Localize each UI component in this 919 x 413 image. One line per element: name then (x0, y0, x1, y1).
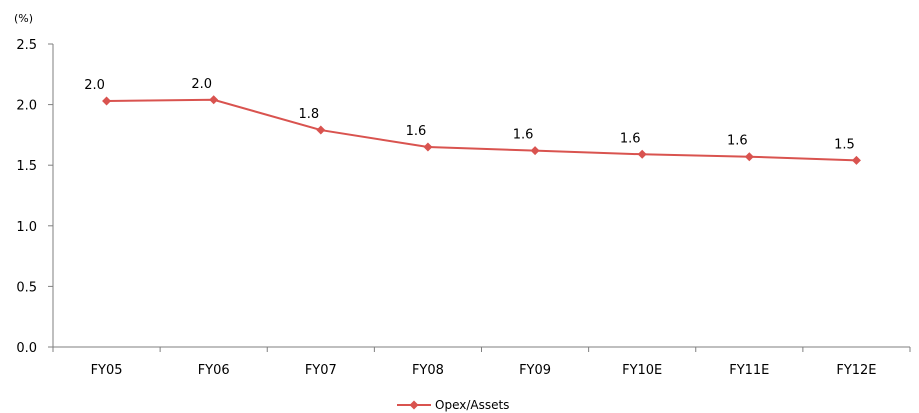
y-axis: 0.0 0.5 1.0 1.5 2.0 2.5 (16, 38, 54, 356)
legend-label: Opex/Assets (435, 398, 509, 412)
data-point-marker (102, 96, 112, 106)
y-tick-label: 2.5 (16, 38, 37, 53)
data-label: 2.0 (191, 77, 212, 92)
x-axis: FY05 FY06 FY07 FY08 FY09 FY10E FY11E FY12E (52, 346, 911, 378)
x-tick-label: FY12E (836, 363, 876, 378)
y-unit-label: (%) (14, 12, 33, 25)
data-point-marker (316, 125, 326, 135)
y-tick-label: 0.5 (16, 280, 37, 295)
series-line (106, 98, 857, 162)
data-point-marker (423, 142, 433, 152)
y-tick-label: 2.0 (16, 99, 37, 114)
series-lines: 2.0 2.0 1.8 1.6 1.6 1.6 1.6 1.5 (84, 77, 861, 165)
data-point-marker (851, 155, 861, 165)
legend-marker (409, 400, 419, 410)
x-tick-label: FY05 (91, 363, 123, 378)
data-label: 1.8 (298, 107, 319, 122)
x-tick-label: FY10E (622, 363, 662, 378)
data-label: 1.5 (834, 137, 855, 152)
y-tick-label: 0.0 (16, 341, 37, 356)
legend: Opex/Assets (397, 398, 509, 412)
data-label: 1.6 (727, 134, 748, 149)
data-point-marker (530, 146, 540, 156)
data-point-marker (637, 149, 647, 159)
y-tick-label: 1.5 (16, 159, 37, 174)
x-tick-label: FY07 (305, 363, 337, 378)
x-tick-label: FY08 (412, 363, 444, 378)
data-label: 1.6 (620, 131, 641, 146)
data-point-marker (209, 95, 219, 105)
y-tick-label: 1.0 (16, 220, 37, 235)
x-tick-label: FY06 (198, 363, 230, 378)
x-tick-label: FY11E (729, 363, 769, 378)
data-label: 1.6 (406, 124, 427, 139)
data-label: 2.0 (84, 78, 105, 93)
data-point-marker (744, 152, 754, 162)
data-label: 1.6 (513, 128, 534, 143)
x-tick-label: FY09 (519, 363, 551, 378)
